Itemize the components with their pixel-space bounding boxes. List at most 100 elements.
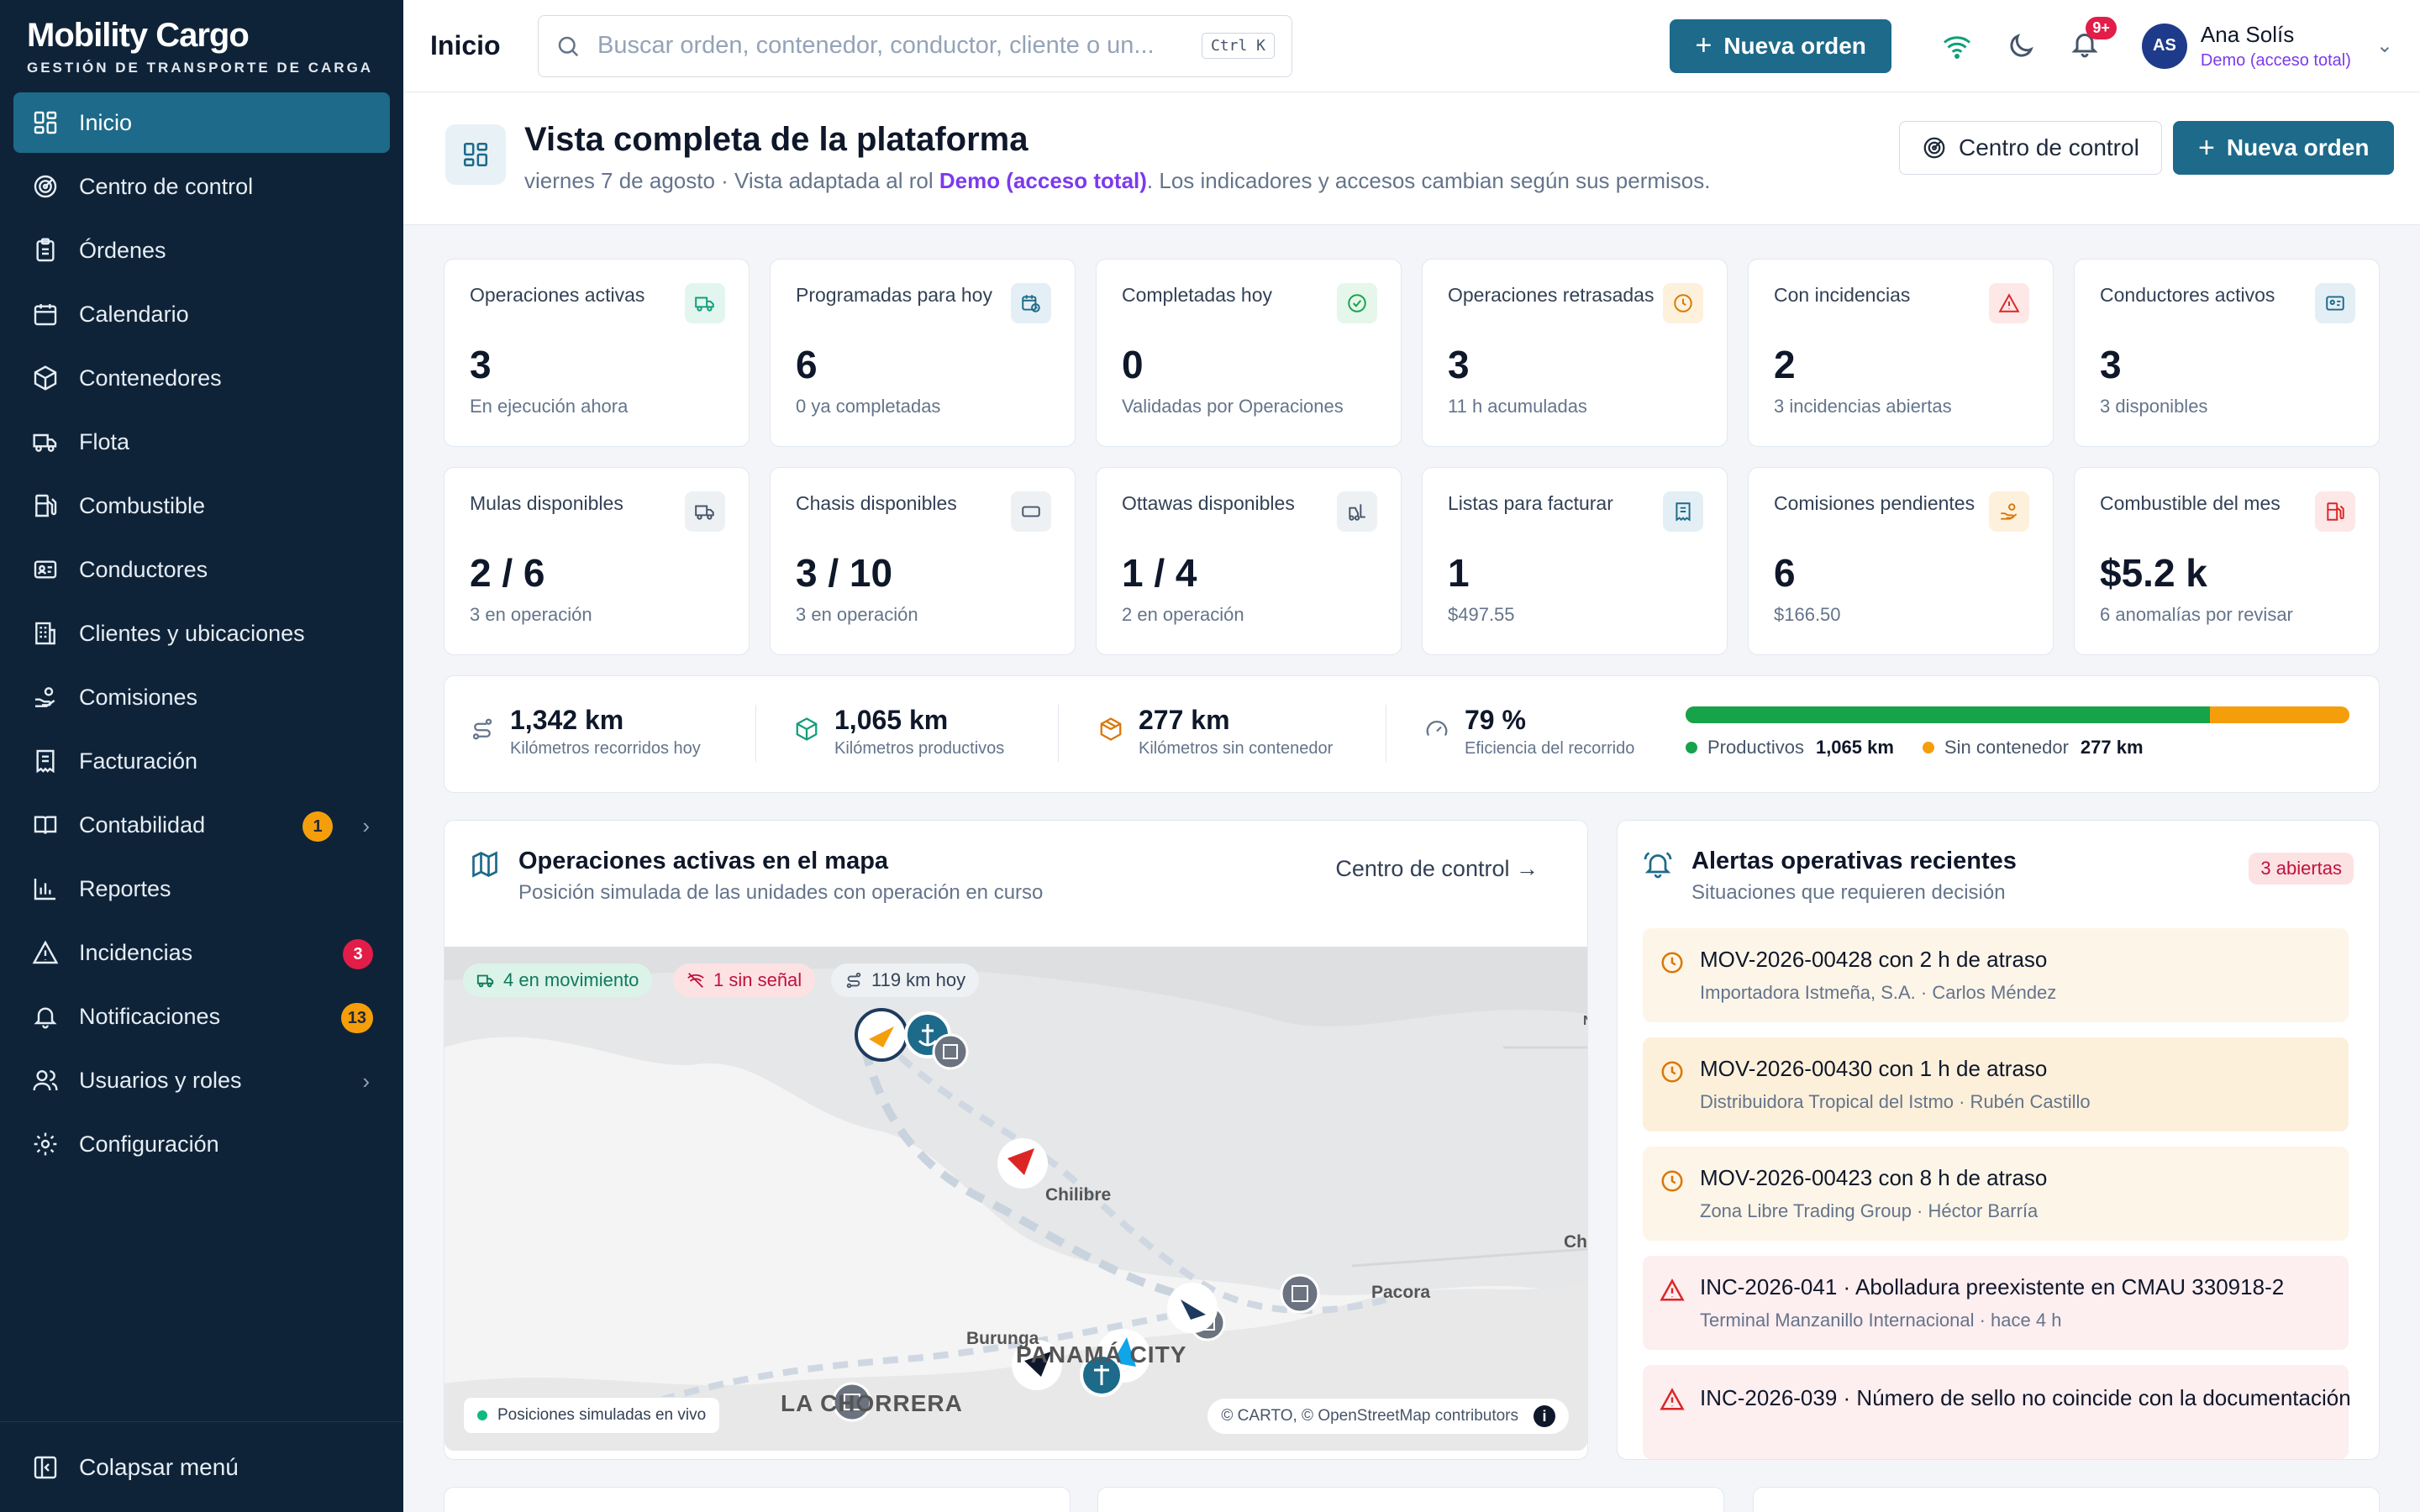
alert-item[interactable]: INC-2026-041 · Abolladura preexistente e… [1643,1256,2349,1350]
vehicle-marker[interactable] [1167,1283,1218,1333]
alerts-panel-subtitle: Situaciones que requieren decisión [1691,881,2006,904]
receipt-icon [36,749,55,774]
sidebar-item-contabilidad[interactable]: Contabilidad 1 › [13,795,390,855]
km-total: 1,342 km Kilómetros recorridos hoy [470,705,701,759]
alerts-panel-title: Alertas operativas recientes [1691,848,2017,874]
search-icon [558,36,579,56]
box-icon [34,365,57,391]
kpi-card[interactable]: Ottawas disponibles 1 / 4 2 en operación [1096,467,1402,655]
sidebar-item-ordenes[interactable]: Órdenes [13,220,390,281]
receipt-icon [1663,491,1703,532]
vehicle-marker[interactable] [855,1008,908,1062]
chip-moving[interactable]: 4 en movimiento [463,963,653,997]
vehicle-marker-alert[interactable] [997,1138,1048,1189]
kpi-card[interactable]: Listas para facturar 1 $497.55 [1422,467,1728,655]
sidebar-item-reportes[interactable]: Reportes [13,858,390,919]
chip-km[interactable]: 119 km hoy [831,963,980,997]
alert-item[interactable]: MOV-2026-00430 con 1 h de atraso Distribu… [1643,1037,2349,1131]
map-canvas[interactable]: Chilibre Pacora Burunga PANAMÁ CITY LA C… [445,947,1587,1451]
warning-icon [32,940,59,964]
sidebar-item-label: Configuración [79,1131,219,1157]
sidebar-item-facturacion[interactable]: Facturación [13,731,390,791]
map-icon [472,851,497,878]
plus-icon: + [1695,29,1712,61]
alert-item[interactable]: MOV-2026-00428 con 2 h de atraso Importad… [1643,928,2349,1022]
bottom-card [1097,1487,1724,1512]
sidebar-item-calendario[interactable]: Calendario [13,284,390,344]
search-input[interactable]: Buscar orden, contenedor, conductor, cli… [538,14,1292,77]
sidebar-item-incidencias[interactable]: Incidencias 3 [13,922,390,983]
sidebar-item-comisiones[interactable]: Comisiones [13,667,390,727]
chevron-down-icon: ⌄ [2375,34,2393,57]
sidebar-item-label: Comisiones [79,684,198,710]
chevron-right-icon[interactable]: › [362,813,370,838]
user-role: Demo (acceso total) [2200,50,2351,70]
kpi-value: $5.2 k [2100,551,2207,595]
fuel-icon [2315,491,2355,532]
sidebar-item-inicio[interactable]: Inicio [13,92,390,153]
vehicle-marker[interactable] [1012,1340,1062,1390]
kpi-card[interactable]: Programadas para hoy 6 0 ya completadas [770,259,1076,447]
warning-icon [1660,1388,1685,1410]
sidebar-item-conductores[interactable]: Conductores [13,539,390,600]
kpi-card[interactable]: Completadas hoy 0 Validadas por Operacione… [1096,259,1402,447]
control-center-button[interactable]: Centro de control [1899,121,2162,175]
chip-no-signal[interactable]: 1 sin señal [673,963,816,997]
kpi-card[interactable]: Chasis disponibles 3 / 10 3 en operación [770,467,1076,655]
building-marker[interactable] [932,1033,969,1070]
clock-icon [1661,952,1683,974]
kpi-card[interactable]: Operaciones activas 3 En ejecución ahora [444,259,750,447]
collapse-menu-button[interactable]: Colapsar menú [0,1421,403,1512]
arrow-right-icon: → [1516,856,1539,881]
new-order-button[interactable]: + Nueva orden [2173,121,2395,175]
sidebar-item-combustible[interactable]: Combustible [13,475,390,536]
sidebar-item-contenedores[interactable]: Contenedores [13,348,390,408]
sidebar-item-label: Notificaciones [79,1003,221,1029]
sidebar-item-flota[interactable]: Flota [13,412,390,472]
kpi-card[interactable]: Mulas disponibles 2 / 6 3 en operación [444,467,750,655]
kpi-subtext: $497.55 [1448,604,1515,625]
km-label: Eficiencia del recorrido [1465,739,1635,758]
page-breadcrumb: Inicio [430,30,501,60]
new-order-button-top[interactable]: + Nueva orden [1670,18,1891,73]
map-label-chilibre: Chilibre [1045,1185,1112,1205]
kpi-card[interactable]: Conductores activos 3 3 disponibles [2074,259,2380,447]
building-marker[interactable] [1280,1273,1320,1314]
depot-marker[interactable] [1080,1353,1123,1397]
wifi-off-icon [687,973,704,988]
kpi-value: 3 [470,343,492,386]
gear-icon [34,1132,57,1156]
moon-icon[interactable] [2006,31,2036,61]
info-icon[interactable]: i [1534,1405,1555,1427]
kpi-card[interactable]: Combustible del mes $5.2 k 6 anomalías por… [2074,467,2380,655]
km-value: 79 % [1465,705,1526,735]
sidebar-item-notificaciones[interactable]: Notificaciones 13 [13,986,390,1047]
new-order-label: Nueva orden [1723,32,1866,59]
clock-icon [1663,283,1703,323]
alert-item[interactable]: INC-2026-039 · Número de sello no coinci… [1643,1365,2351,1459]
wifi-icon[interactable] [1942,31,1972,61]
sidebar-item-clientes[interactable]: Clientes y ubicaciones [13,603,390,664]
building-marker[interactable] [832,1382,872,1422]
alert-item[interactable]: MOV-2026-00423 con 8 h de atraso Zona Lib… [1643,1147,2349,1241]
km-value: 277 km [1139,705,1230,735]
user-menu[interactable]: AS Ana Solís Demo (acceso total) ⌄ [2141,22,2393,71]
sidebar-item-usuarios[interactable]: Usuarios y roles › [13,1050,390,1110]
notifications-button[interactable]: 9+ [2053,17,2117,63]
id-card-icon [2315,283,2355,323]
fuel-icon [35,494,57,517]
chevron-right-icon[interactable]: › [362,1068,370,1094]
alert-title: INC-2026-041 · Abolladura preexistente e… [1700,1274,2285,1299]
map-control-center-link[interactable]: Centro de control → [1335,856,1539,882]
kpi-card[interactable]: Operaciones retrasadas 3 11 h acumuladas [1422,259,1728,447]
sidebar-nav: Inicio Centro de control Órdenes Calenda… [0,92,403,1174]
kpi-card[interactable]: Con incidencias 2 3 incidencias abiertas [1748,259,2054,447]
sidebar-item-label: Órdenes [79,237,166,263]
kpi-value: 6 [1774,551,1796,595]
sidebar-item-centro-control[interactable]: Centro de control [13,156,390,217]
kpi-card[interactable]: Comisiones pendientes 6 $166.50 [1748,467,2054,655]
sidebar-item-configuracion[interactable]: Configuración [13,1114,390,1174]
bell-icon [34,1007,57,1029]
kpi-value: 2 / 6 [470,551,545,595]
brand-tagline: GESTIÓN DE TRANSPORTE DE CARGA [27,60,374,76]
